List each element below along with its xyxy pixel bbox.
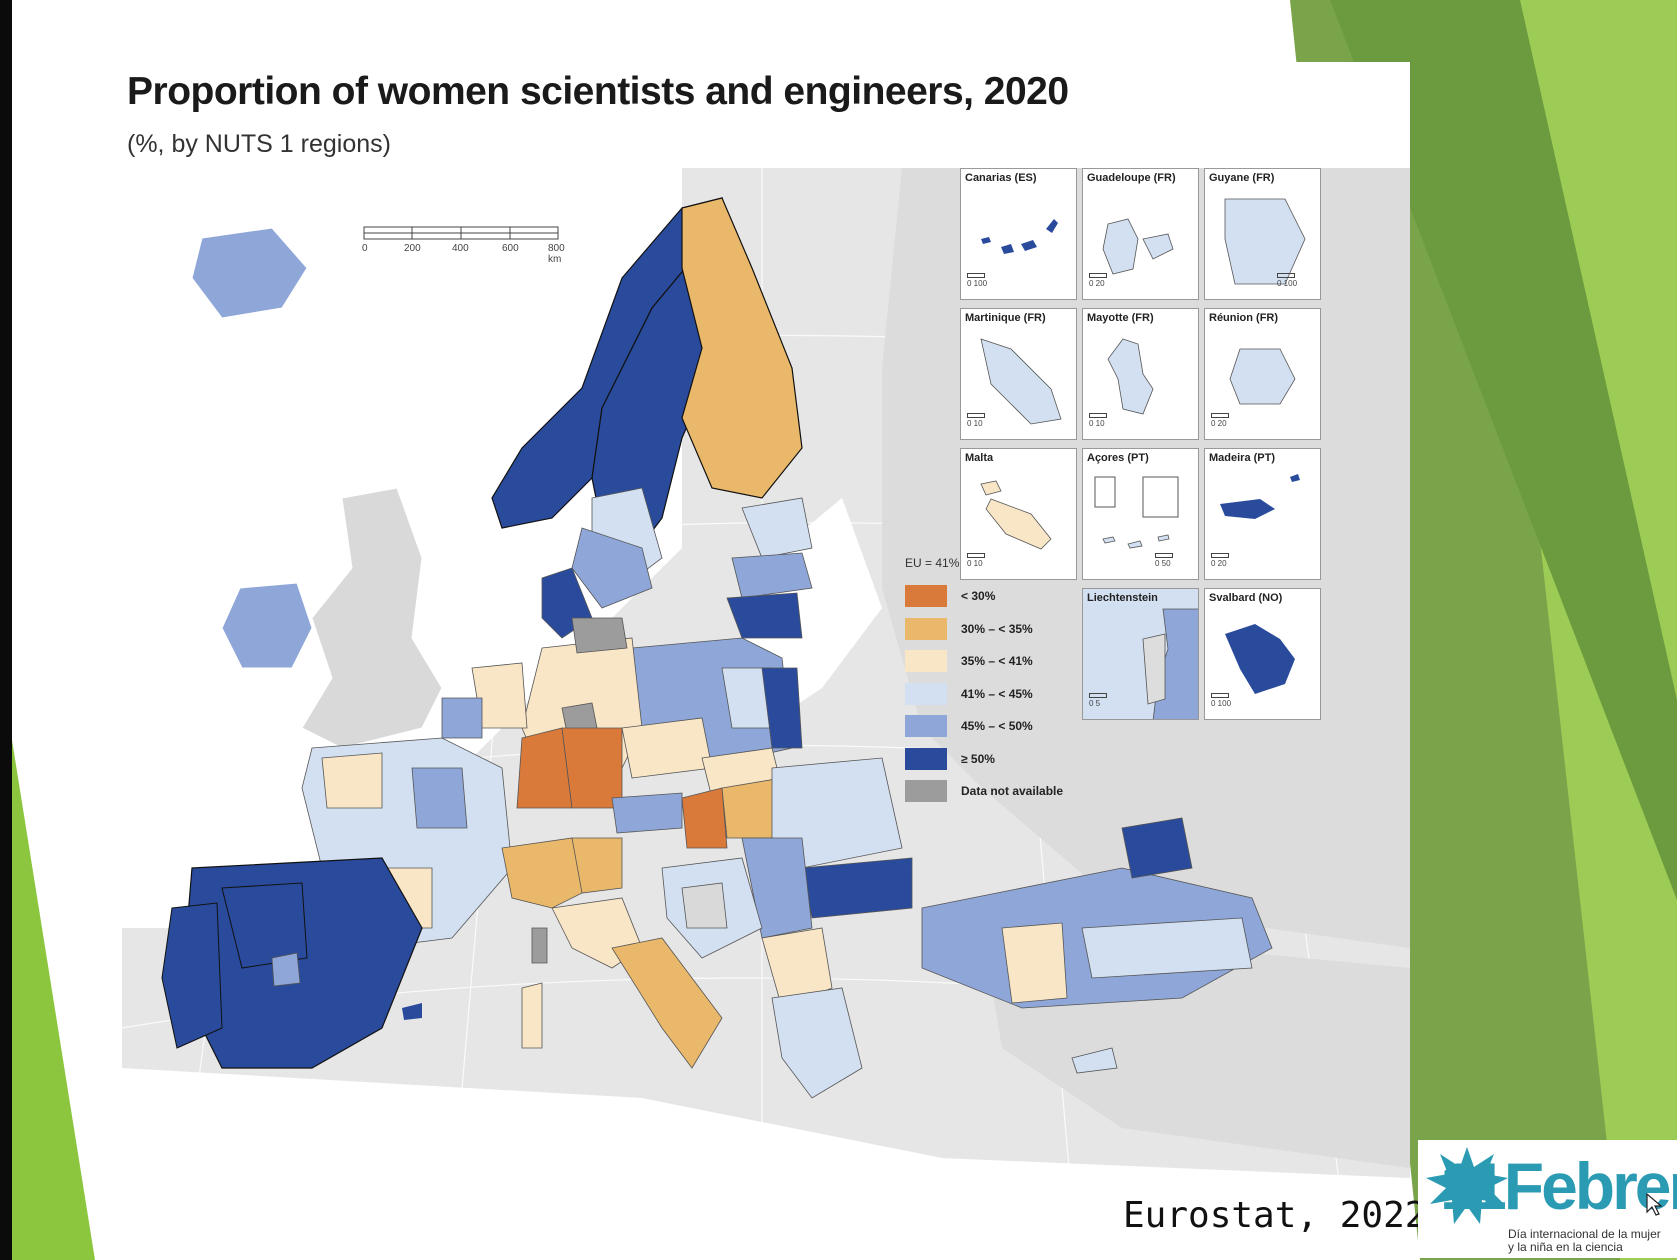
legend-item: 35% – < 41%	[905, 645, 1063, 678]
inset-mayotte: Mayotte (FR) 0 10	[1082, 308, 1199, 440]
legend-label: 41% – < 45%	[961, 686, 1033, 701]
left-black-bar	[0, 0, 12, 1260]
inset-liechtenstein: Liechtenstein 0 5	[1082, 588, 1199, 720]
legend-label: 35% – < 41%	[961, 654, 1033, 669]
legend-label: Data not available	[961, 784, 1064, 799]
inset-malta: Malta 0 10	[960, 448, 1077, 580]
logo-11febrero: 11Febrero Día internacional de la mujer …	[1418, 1140, 1677, 1258]
green-shape-right-dark	[1330, 0, 1677, 900]
legend-swatch	[905, 585, 947, 608]
scale-tick: 400	[452, 243, 469, 254]
legend-swatch	[905, 617, 947, 640]
inset-canarias: Canarias (ES) 0 100	[960, 168, 1077, 300]
legend-item: 30% – < 35%	[905, 613, 1063, 646]
legend-item: 41% – < 45%	[905, 678, 1063, 711]
legend-label: 45% – < 50%	[961, 719, 1033, 734]
mouse-cursor-icon	[1646, 1192, 1663, 1216]
legend-swatch	[905, 682, 947, 705]
legend-swatch	[905, 650, 947, 673]
legend-item: ≥ 50%	[905, 743, 1063, 776]
legend-item: < 30%	[905, 580, 1063, 613]
inset-acores: Açores (PT) 0 50	[1082, 448, 1199, 580]
legend-swatch	[905, 780, 947, 803]
scale-tick: 200	[404, 243, 421, 254]
scale-tick: 600	[502, 243, 519, 254]
splash-icon	[1426, 1147, 1508, 1224]
green-shape-left	[12, 740, 95, 1260]
logo-subtitle-line2: y la niña en la ciencia	[1508, 1240, 1623, 1254]
legend-label: ≥ 50%	[961, 751, 995, 766]
logo-subtitle-line1: Día internacional de la mujer	[1508, 1227, 1661, 1241]
map-legend: EU = 41% < 30% 30% – < 35% 35% – < 41% 4…	[905, 556, 1063, 808]
legend-title: EU = 41%	[905, 556, 960, 570]
legend-item: 45% – < 50%	[905, 710, 1063, 743]
inset-reunion: Réunion (FR) 0 20	[1204, 308, 1321, 440]
page-title: Proportion of women scientists and engin…	[127, 70, 1069, 113]
scale-tick: 800 km	[548, 243, 565, 265]
logo-subtitle: Día internacional de la mujer y la niña …	[1508, 1228, 1661, 1254]
logo-text: 11Febrero	[1440, 1149, 1677, 1223]
source-citation: Eurostat, 2022	[1123, 1195, 1427, 1236]
inset-martinique: Martinique (FR) 0 10	[960, 308, 1077, 440]
legend-swatch	[905, 747, 947, 770]
europe-map: Canarias (ES) 0 100 Guadeloupe (FR) 0 20…	[122, 168, 1410, 1203]
scale-tick: 0	[362, 243, 368, 254]
map-scale-bar: 0 200 400 600 800 km	[362, 225, 565, 265]
inset-guyane: Guyane (FR) 0 100	[1204, 168, 1321, 300]
legend-label: < 30%	[961, 589, 996, 604]
inset-guadeloupe: Guadeloupe (FR) 0 20	[1082, 168, 1199, 300]
inset-madeira: Madeira (PT) 0 20	[1204, 448, 1321, 580]
inset-svalbard: Svalbard (NO) 0 100	[1204, 588, 1321, 720]
legend-label: 30% – < 35%	[961, 621, 1033, 636]
page-subtitle: (%, by NUTS 1 regions)	[127, 130, 391, 158]
legend-item: Data not available	[905, 775, 1063, 808]
legend-swatch	[905, 715, 947, 738]
